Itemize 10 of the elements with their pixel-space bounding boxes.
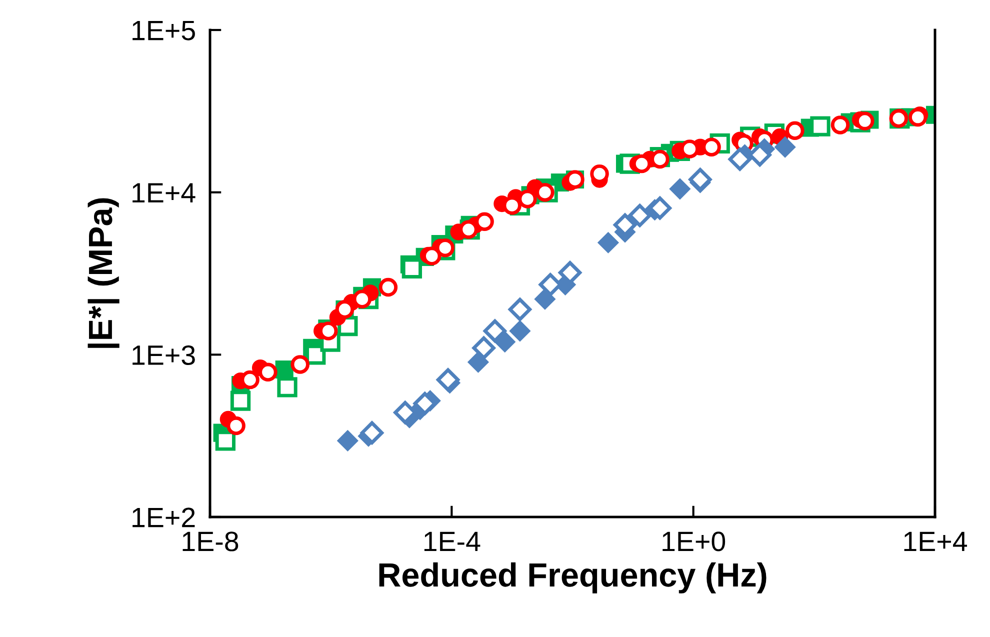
x-axis-title: Reduced Frequency (Hz) (379, 562, 766, 594)
y-axis-title: |E*| (MPa) (88, 198, 120, 348)
y-tick-label: 1E+5 (132, 20, 195, 40)
x-tick-label: 1E-4 (424, 532, 480, 552)
x-tick-label: 1E+4 (904, 532, 968, 552)
y-tick-label: 1E+2 (132, 508, 195, 528)
x-tick-label: 1E+0 (662, 532, 726, 552)
y-tick-label: 1E+3 (132, 345, 195, 366)
x-tick-label: 1E-8 (182, 532, 238, 552)
y-tick-label: 1E+4 (132, 183, 196, 202)
